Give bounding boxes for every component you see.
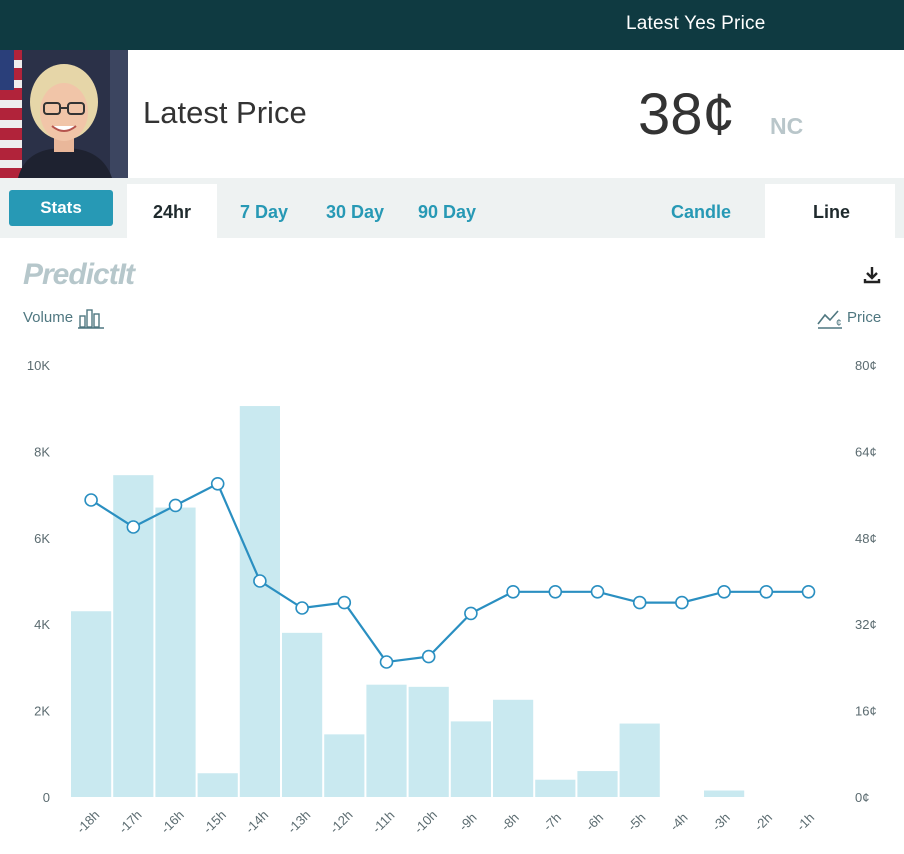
top-bar-title: Latest Yes Price [626, 13, 766, 34]
volume-bar [71, 611, 112, 797]
price-tick-label: 64¢ [855, 444, 877, 459]
price-tick-label: 48¢ [855, 531, 877, 546]
volume-price-chart: 0 2K 4K 6K 8K 10K 0¢ 16¢ 32¢ 48¢ 64¢ 80¢ -18h -17h -16… [27, 358, 877, 836]
price-axis-title: Price [847, 309, 882, 326]
volume-bar [535, 779, 576, 797]
price-point [126, 520, 141, 534]
tab-30-day[interactable]: 30 Day [326, 202, 385, 222]
active-chart-type-tab-bg [765, 184, 895, 238]
price-point [210, 477, 225, 491]
svg-text:¢: ¢ [836, 318, 842, 329]
price-change-badge: NC [770, 113, 804, 139]
price-header: Latest Price 38¢ NC [0, 50, 904, 178]
price-point [548, 585, 563, 599]
chart-tab-bar: Stats 24hr 7 Day 30 Day 90 Day Candle Li… [0, 178, 904, 238]
volume-bar [577, 771, 618, 797]
volume-bar [704, 790, 745, 797]
download-icon[interactable] [860, 263, 884, 287]
price-point [337, 595, 352, 610]
x-tick-label: -4h [667, 810, 691, 834]
x-tick-label: -7h [540, 810, 564, 834]
volume-tick-label: 8K [34, 444, 50, 459]
volume-tick-label: 2K [34, 704, 50, 719]
price-point [717, 585, 731, 599]
tab-line[interactable]: Line [813, 202, 851, 222]
price-tick-label: 80¢ [855, 358, 877, 373]
price-tick-label: 16¢ [855, 704, 877, 719]
active-range-tab-bg [127, 184, 217, 238]
price-point [759, 585, 774, 599]
tab-90-day[interactable]: 90 Day [418, 202, 477, 222]
x-tick-label: -3h [709, 810, 733, 834]
stats-button[interactable]: Stats [9, 190, 113, 226]
volume-bar [155, 507, 196, 797]
candidate-avatar [0, 50, 128, 178]
volume-bar [493, 699, 534, 797]
x-tick-label: -6h [582, 810, 606, 834]
tab-24hr[interactable]: 24hr [153, 202, 192, 222]
x-tick-label: -17h [116, 807, 145, 836]
x-tick-label: -9h [456, 810, 480, 834]
volume-bar [282, 632, 323, 797]
volume-tick-label: 6K [34, 531, 50, 546]
top-bar: Latest Yes Price [0, 0, 904, 50]
latest-price-value: 38¢ [638, 82, 735, 147]
x-tick-label: -11h [369, 808, 397, 836]
latest-price-label: Latest Price [143, 95, 307, 130]
volume-tick-label: 10K [27, 358, 50, 373]
volume-tick-label: 4K [34, 617, 50, 632]
volume-bar [619, 723, 660, 797]
x-tick-label: -8h [498, 810, 522, 834]
predictit-logo: PredictIt [23, 258, 135, 291]
price-point [464, 606, 478, 621]
x-tick-label: -13h [284, 807, 313, 836]
volume-tick-label: 0 [43, 790, 50, 805]
x-tick-label: -12h [327, 807, 356, 836]
volume-bar [450, 721, 491, 797]
volume-bar [239, 406, 280, 797]
price-tick-label: 0¢ [855, 790, 869, 805]
price-point [168, 498, 183, 513]
x-tick-label: -5h [625, 810, 649, 834]
price-point [421, 649, 436, 664]
x-tick-label: -15h [200, 807, 229, 836]
volume-bar [197, 773, 238, 797]
price-point [295, 601, 309, 615]
x-tick-label: -10h [411, 807, 440, 836]
x-tick-label: -2h [751, 810, 775, 834]
price-point [675, 595, 689, 610]
price-tick-label: 32¢ [855, 617, 877, 632]
price-point [801, 585, 816, 599]
price-line [90, 482, 809, 664]
volume-bar [324, 734, 365, 797]
x-tick-label: -16h [158, 807, 187, 836]
price-point [253, 574, 267, 588]
tab-7-day[interactable]: 7 Day [240, 202, 289, 222]
tab-candle[interactable]: Candle [671, 202, 732, 222]
price-point [506, 585, 520, 599]
x-tick-label: -14h [242, 807, 271, 836]
volume-axis-title: Volume [23, 309, 74, 326]
price-line-icon: ¢ [817, 310, 842, 329]
x-tick-label: -1h [793, 810, 817, 834]
volume-bar [408, 686, 449, 797]
price-point [632, 595, 647, 610]
price-point [379, 655, 394, 669]
volume-bar-icon [78, 309, 104, 329]
price-point [84, 493, 98, 507]
price-point [590, 585, 605, 599]
volume-bar [366, 684, 407, 797]
x-tick-label: -18h [73, 807, 102, 836]
